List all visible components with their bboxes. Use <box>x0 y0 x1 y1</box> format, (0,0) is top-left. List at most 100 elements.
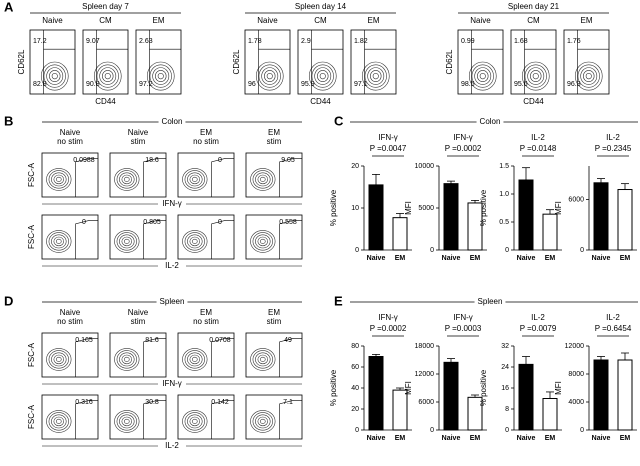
contour <box>257 416 269 427</box>
panel-label: A <box>4 0 14 14</box>
contour <box>184 232 205 251</box>
contour <box>124 238 130 244</box>
y-tick-label: 80 <box>351 343 359 350</box>
gate-value: 0.0988 <box>73 157 95 164</box>
contour <box>182 230 208 253</box>
p-value: P =0.0079 <box>520 324 557 333</box>
contour <box>189 354 201 365</box>
bar <box>368 356 384 431</box>
contour <box>114 410 140 433</box>
contour <box>252 412 273 431</box>
gate <box>279 157 302 197</box>
y-tick-label: 20 <box>351 406 359 413</box>
x-tick-label: EM <box>545 255 556 262</box>
contour <box>116 232 137 251</box>
bar <box>467 396 483 431</box>
x-tick-label: Naive <box>367 435 386 442</box>
gate <box>211 157 234 197</box>
contour <box>370 70 382 83</box>
x-tick-label: Naive <box>367 255 386 262</box>
x-axis-label: CD44 <box>310 97 331 106</box>
contour <box>155 70 167 83</box>
y-tick-label: 20 <box>351 163 359 170</box>
x-tick-label: EM <box>470 435 481 442</box>
contour <box>527 67 545 85</box>
gate-value: 0 <box>218 219 222 226</box>
contour <box>121 174 133 185</box>
contour <box>116 412 137 431</box>
contour <box>157 72 164 80</box>
x-tick-label: EM <box>545 435 556 442</box>
column-label: EM <box>153 16 165 25</box>
contour <box>96 64 119 88</box>
x-axis-label: IL-2 <box>165 441 179 450</box>
gate-value: 2.63 <box>139 38 153 45</box>
gate <box>143 157 166 197</box>
gate-value: 97.2 <box>139 81 153 88</box>
contour <box>119 234 135 249</box>
contour <box>258 64 281 88</box>
contour <box>114 168 140 191</box>
contour <box>577 64 600 88</box>
contour <box>250 348 276 371</box>
gate <box>211 219 234 259</box>
bar <box>518 179 534 251</box>
group-title: Spleen day 21 <box>508 2 560 11</box>
contour <box>471 64 494 88</box>
contour <box>530 70 542 83</box>
contour <box>261 67 279 85</box>
gate-value: 1.78 <box>248 38 262 45</box>
bar <box>368 184 384 251</box>
x-tick-label: Naive <box>592 435 611 442</box>
contour <box>46 67 64 85</box>
y-axis-label: MFI <box>404 381 413 395</box>
gate-value: 97.1 <box>354 81 368 88</box>
contour <box>521 61 550 91</box>
panel-label: E <box>334 293 343 308</box>
gate <box>143 399 166 439</box>
contour <box>51 172 67 187</box>
x-axis-label: IFN-γ <box>162 379 182 388</box>
gate-value: 1.76 <box>567 38 581 45</box>
section-title: Colon <box>480 117 501 126</box>
p-value: P =0.0002 <box>370 324 407 333</box>
contour <box>48 232 69 251</box>
contour <box>121 416 133 427</box>
contour <box>182 410 208 433</box>
gate-value: 81.6 <box>145 337 159 344</box>
y-tick-label: 0 <box>580 427 584 434</box>
y-tick-label: 6000 <box>418 399 434 406</box>
contour <box>51 414 67 429</box>
contour <box>252 350 273 369</box>
contour <box>53 236 65 247</box>
bar <box>392 389 408 431</box>
contour <box>257 174 269 185</box>
column-label: Naive <box>257 16 278 25</box>
gate-value: 17.2 <box>33 38 47 45</box>
y-tick-label: 1.5 <box>499 163 509 170</box>
contour <box>361 61 390 91</box>
contour <box>182 348 208 371</box>
column-label: stim <box>131 137 146 146</box>
y-tick-label: 0 <box>580 247 584 254</box>
gate-value: 96.3 <box>567 81 581 88</box>
contour <box>187 172 203 187</box>
column-label: EM <box>200 128 212 137</box>
contour <box>49 70 61 83</box>
gate-value: 0.316 <box>75 399 93 406</box>
gate <box>279 399 302 439</box>
gate <box>279 219 302 259</box>
column-label: stim <box>267 317 282 326</box>
gate-value: 2.9 <box>301 38 311 45</box>
y-tick-label: 32 <box>501 343 509 350</box>
column-label: stim <box>131 317 146 326</box>
contour <box>116 170 137 189</box>
contour <box>56 238 62 244</box>
column-label: Naive <box>42 16 63 25</box>
contour <box>56 356 62 362</box>
chart-title: IL-2 <box>531 133 545 142</box>
contour <box>189 416 201 427</box>
contour <box>121 354 133 365</box>
column-label: CM <box>314 16 327 25</box>
contour <box>102 70 114 83</box>
